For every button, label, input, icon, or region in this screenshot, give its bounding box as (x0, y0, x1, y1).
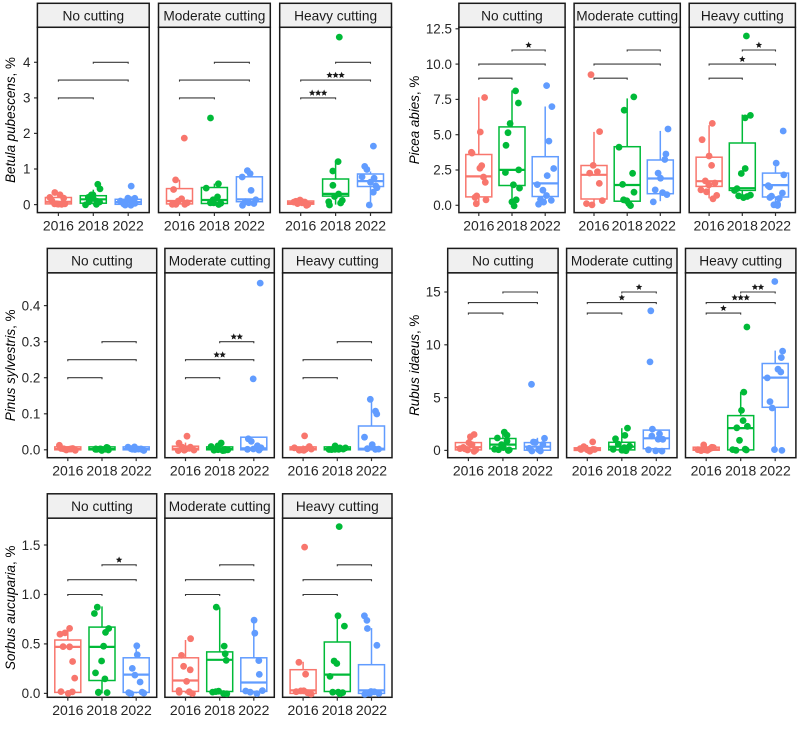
svg-text:2022: 2022 (238, 463, 269, 479)
svg-text:2022: 2022 (641, 463, 672, 479)
svg-text:2018: 2018 (86, 702, 117, 718)
svg-text:2018: 2018 (320, 218, 351, 234)
svg-text:0: 0 (23, 197, 30, 212)
svg-text:2022: 2022 (121, 702, 152, 718)
svg-text:2016: 2016 (453, 463, 484, 479)
svg-text:No cutting: No cutting (472, 254, 534, 269)
svg-text:2: 2 (23, 126, 30, 141)
svg-text:5: 5 (433, 390, 440, 405)
svg-text:2022: 2022 (234, 218, 265, 234)
svg-text:0.4: 0.4 (22, 298, 41, 313)
svg-text:2.5: 2.5 (433, 163, 452, 178)
svg-text:Picea abies, %: Picea abies, % (407, 76, 422, 165)
svg-text:2016: 2016 (170, 463, 201, 479)
svg-text:2022: 2022 (522, 463, 553, 479)
svg-text:2016: 2016 (285, 218, 316, 234)
svg-text:2016: 2016 (170, 702, 201, 718)
svg-text:4: 4 (23, 55, 31, 70)
svg-text:0.2: 0.2 (22, 370, 41, 385)
svg-text:Heavy cutting: Heavy cutting (296, 254, 379, 269)
svg-text:Moderate cutting: Moderate cutting (169, 254, 271, 269)
svg-text:2016: 2016 (288, 702, 319, 718)
svg-text:10.0: 10.0 (426, 57, 452, 72)
svg-text:2022: 2022 (760, 218, 791, 234)
svg-text:0.0: 0.0 (22, 443, 41, 458)
svg-text:Betula pubescens, %: Betula pubescens, % (3, 57, 18, 183)
svg-text:2016: 2016 (572, 463, 603, 479)
svg-text:2018: 2018 (322, 702, 353, 718)
svg-text:2022: 2022 (530, 218, 561, 234)
svg-text:15: 15 (426, 285, 441, 300)
svg-text:No cutting: No cutting (71, 499, 133, 514)
svg-text:0: 0 (433, 443, 440, 458)
svg-text:2016: 2016 (691, 463, 722, 479)
svg-text:2022: 2022 (645, 218, 676, 234)
svg-text:2016: 2016 (52, 463, 83, 479)
svg-text:2018: 2018 (496, 218, 527, 234)
svg-text:2022: 2022 (121, 463, 152, 479)
svg-text:2018: 2018 (725, 463, 756, 479)
svg-text:Moderate cutting: Moderate cutting (576, 8, 678, 23)
svg-text:Moderate cutting: Moderate cutting (163, 8, 265, 23)
svg-text:Pinus sylvestris, %: Pinus sylvestris, % (3, 309, 18, 421)
svg-text:No cutting: No cutting (481, 8, 543, 23)
svg-text:2022: 2022 (356, 702, 387, 718)
svg-text:2018: 2018 (727, 218, 758, 234)
svg-text:2018: 2018 (322, 463, 353, 479)
svg-text:2016: 2016 (43, 218, 74, 234)
svg-text:2018: 2018 (612, 218, 643, 234)
svg-text:2022: 2022 (356, 463, 387, 479)
svg-text:Heavy cutting: Heavy cutting (294, 8, 377, 23)
svg-text:Heavy cutting: Heavy cutting (296, 499, 379, 514)
svg-text:2016: 2016 (463, 218, 494, 234)
svg-text:2016: 2016 (164, 218, 195, 234)
svg-text:Rubus idaeus, %: Rubus idaeus, % (407, 315, 422, 416)
svg-text:2018: 2018 (199, 218, 230, 234)
svg-text:7.5: 7.5 (433, 92, 452, 107)
svg-text:Heavy cutting: Heavy cutting (701, 8, 784, 23)
svg-text:2018: 2018 (86, 463, 117, 479)
svg-text:1: 1 (23, 162, 30, 177)
svg-text:1.5: 1.5 (22, 538, 41, 553)
svg-text:Heavy cutting: Heavy cutting (699, 254, 782, 269)
svg-text:12.5: 12.5 (426, 22, 452, 37)
svg-text:2022: 2022 (355, 218, 386, 234)
svg-text:2022: 2022 (238, 702, 269, 718)
svg-text:5.0: 5.0 (433, 127, 452, 142)
svg-text:0.1: 0.1 (22, 406, 41, 421)
svg-text:2016: 2016 (52, 702, 83, 718)
svg-text:2018: 2018 (487, 463, 518, 479)
svg-text:Moderate cutting: Moderate cutting (571, 254, 673, 269)
svg-text:0.3: 0.3 (22, 334, 41, 349)
svg-text:2022: 2022 (760, 463, 791, 479)
svg-text:Moderate cutting: Moderate cutting (169, 499, 271, 514)
svg-text:2016: 2016 (288, 463, 319, 479)
svg-text:3: 3 (23, 91, 30, 106)
svg-text:2018: 2018 (606, 463, 637, 479)
svg-text:No cutting: No cutting (62, 8, 124, 23)
svg-text:2018: 2018 (204, 702, 235, 718)
svg-text:10: 10 (426, 338, 441, 353)
svg-text:2022: 2022 (113, 218, 144, 234)
svg-text:2016: 2016 (694, 218, 725, 234)
svg-text:0.5: 0.5 (22, 637, 41, 652)
svg-text:0.0: 0.0 (433, 198, 452, 213)
svg-text:Sorbus aucuparia, %: Sorbus aucuparia, % (3, 546, 18, 670)
svg-text:0.0: 0.0 (22, 686, 41, 701)
svg-text:2016: 2016 (578, 218, 609, 234)
svg-text:1.0: 1.0 (22, 587, 41, 602)
svg-text:2018: 2018 (204, 463, 235, 479)
svg-text:No cutting: No cutting (71, 254, 133, 269)
svg-text:2018: 2018 (78, 218, 109, 234)
